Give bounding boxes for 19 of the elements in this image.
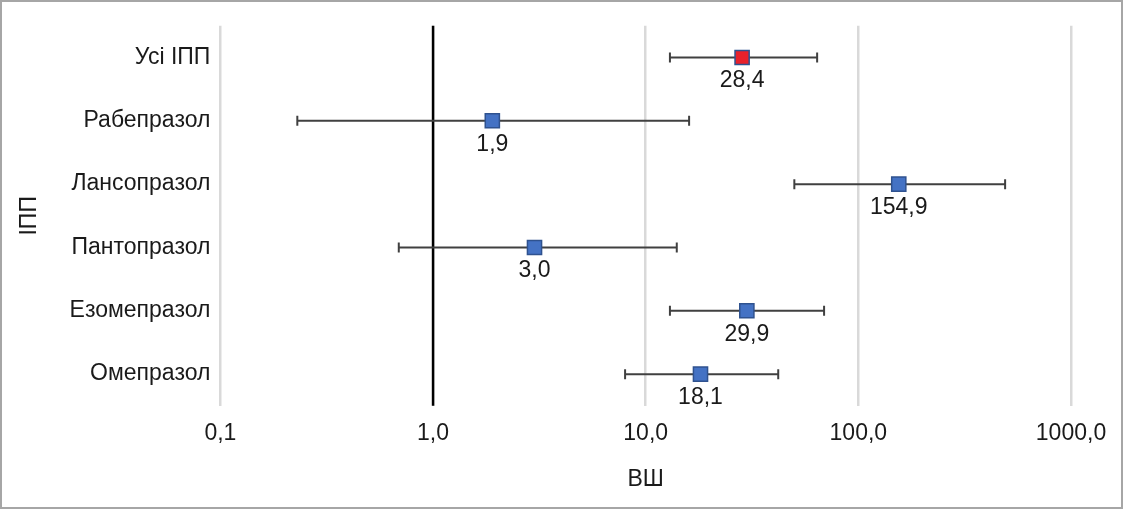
x-tick-label: 1,0 — [417, 418, 450, 445]
x-tick-label: 100,0 — [829, 418, 888, 445]
data-label: 154,9 — [869, 192, 928, 219]
data-label: 18,1 — [678, 382, 723, 409]
y-tick-label: Пантопразол — [71, 232, 211, 259]
x-tick-label: 0,1 — [204, 418, 237, 445]
data-label: 3,0 — [518, 256, 551, 283]
y-tick-label: Езомепразол — [69, 296, 211, 323]
x-axis-title: ВШ — [627, 464, 664, 491]
y-tick-label: Рабепразол — [83, 106, 211, 133]
x-tick-label: 10,0 — [623, 418, 669, 445]
y-tick-label: Лансопразол — [71, 169, 211, 196]
x-tick-label: 1000,0 — [1035, 418, 1107, 445]
data-label: 28,4 — [719, 66, 765, 93]
data-label: 29,9 — [724, 319, 770, 346]
y-axis-title: ІПП — [15, 196, 42, 236]
y-tick-label: Омепразол — [90, 359, 211, 386]
data-label: 1,9 — [476, 129, 509, 156]
y-tick-label: Усі ІПП — [134, 42, 211, 69]
